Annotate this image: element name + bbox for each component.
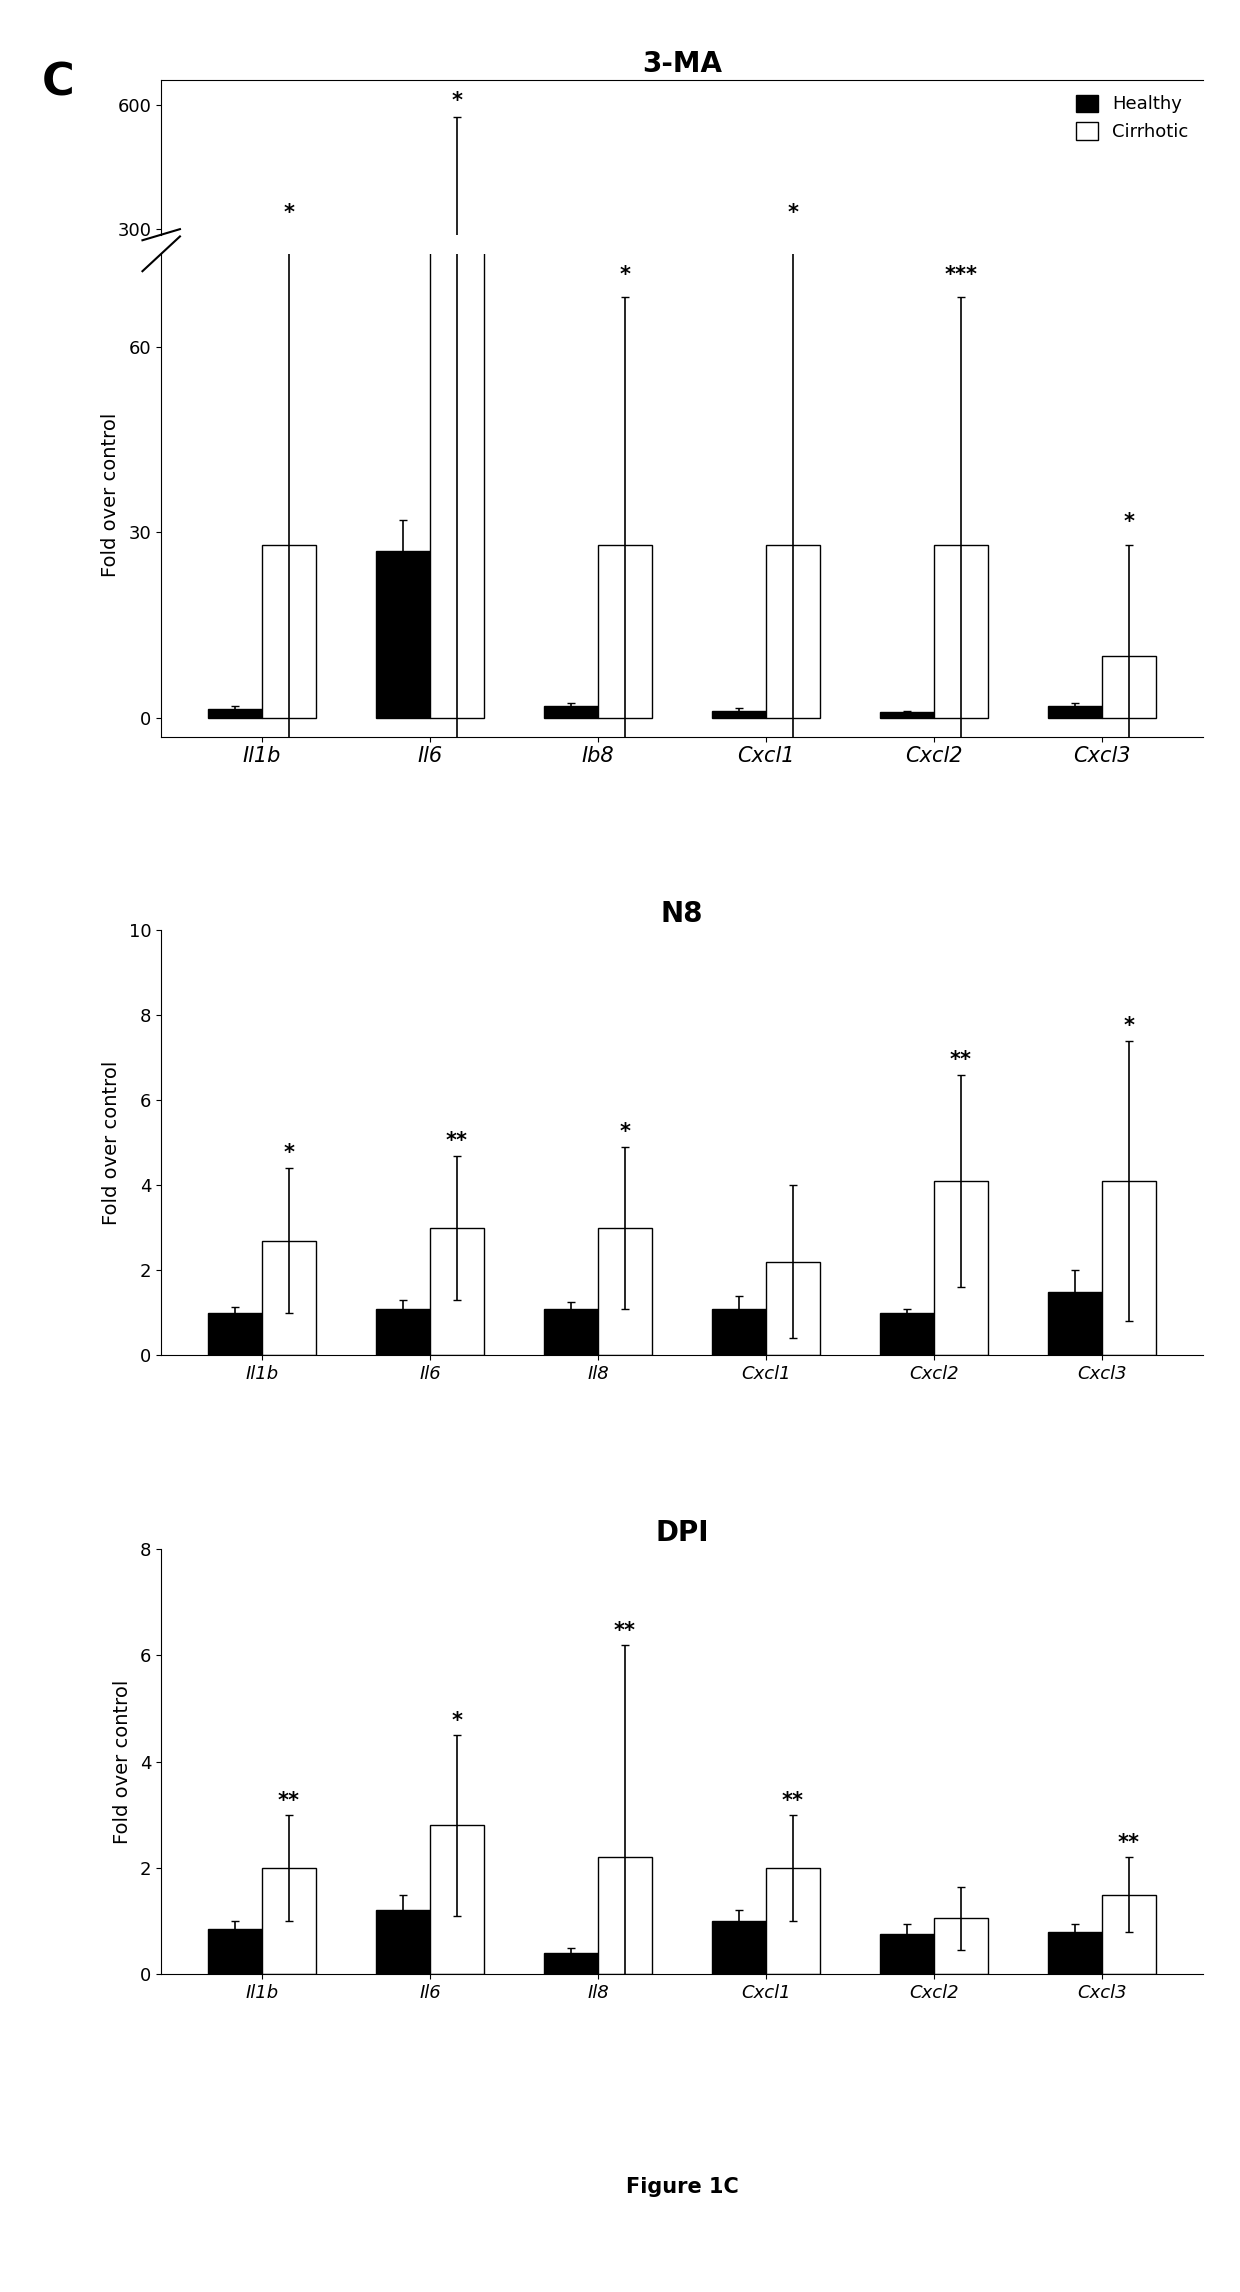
Bar	[376, 550, 430, 717]
Text: *: *	[620, 1123, 630, 1141]
Bar	[766, 1263, 820, 1355]
Text: **: **	[278, 1790, 300, 1811]
Bar	[376, 342, 430, 353]
Bar	[1048, 1932, 1102, 1973]
Bar	[712, 711, 766, 717]
Bar	[934, 545, 988, 717]
Bar	[376, 1309, 430, 1355]
Text: *: *	[1123, 1015, 1135, 1036]
Y-axis label: Fold over control: Fold over control	[102, 413, 120, 578]
Bar	[1102, 1180, 1156, 1355]
Bar	[934, 342, 988, 353]
Bar	[712, 1921, 766, 1973]
Bar	[208, 708, 262, 717]
Bar	[430, 1229, 484, 1355]
Bar	[262, 545, 316, 717]
Text: *: *	[787, 204, 799, 222]
Bar	[880, 713, 934, 717]
Bar	[430, 1824, 484, 1973]
Bar	[598, 1857, 652, 1973]
Bar	[544, 1953, 598, 1973]
Bar	[1102, 656, 1156, 717]
Text: **: **	[950, 1050, 972, 1070]
Bar	[208, 1313, 262, 1355]
Text: C: C	[41, 62, 74, 105]
Text: *: *	[284, 1144, 294, 1164]
Bar	[766, 545, 820, 717]
Text: **: **	[782, 1790, 804, 1811]
Bar	[1048, 706, 1102, 717]
Text: *: *	[284, 204, 294, 222]
Bar	[934, 1918, 988, 1973]
Bar	[1048, 1293, 1102, 1355]
Bar	[262, 342, 316, 353]
Bar	[544, 1309, 598, 1355]
Text: *: *	[620, 266, 630, 284]
Bar	[712, 1309, 766, 1355]
Bar	[1102, 1895, 1156, 1973]
Text: **: **	[446, 1130, 467, 1151]
Bar	[1102, 348, 1156, 353]
Bar	[376, 1912, 430, 1973]
Bar	[880, 1934, 934, 1973]
Legend: Healthy, Cirrhotic: Healthy, Cirrhotic	[1070, 89, 1194, 147]
Bar	[880, 1313, 934, 1355]
Bar	[262, 1240, 316, 1355]
Text: *: *	[1123, 513, 1135, 532]
Bar	[598, 545, 652, 717]
Bar	[544, 706, 598, 717]
Text: ***: ***	[945, 266, 977, 284]
Text: Figure 1C: Figure 1C	[626, 2177, 738, 2196]
Bar	[766, 1868, 820, 1973]
Bar	[208, 1930, 262, 1973]
Title: N8: N8	[661, 901, 703, 928]
Text: **: **	[1118, 1834, 1140, 1854]
Text: *: *	[451, 92, 463, 110]
Bar	[430, 0, 484, 717]
Bar	[598, 342, 652, 353]
Bar	[598, 1229, 652, 1355]
Bar	[430, 241, 484, 353]
Bar	[934, 1180, 988, 1355]
Bar	[262, 1868, 316, 1973]
Y-axis label: Fold over control: Fold over control	[113, 1680, 131, 1843]
Title: DPI: DPI	[655, 1520, 709, 1547]
Title: 3-MA: 3-MA	[642, 50, 722, 78]
Text: *: *	[451, 1710, 463, 1730]
Text: **: **	[614, 1620, 636, 1641]
Y-axis label: Fold over control: Fold over control	[102, 1061, 120, 1224]
Bar	[766, 342, 820, 353]
